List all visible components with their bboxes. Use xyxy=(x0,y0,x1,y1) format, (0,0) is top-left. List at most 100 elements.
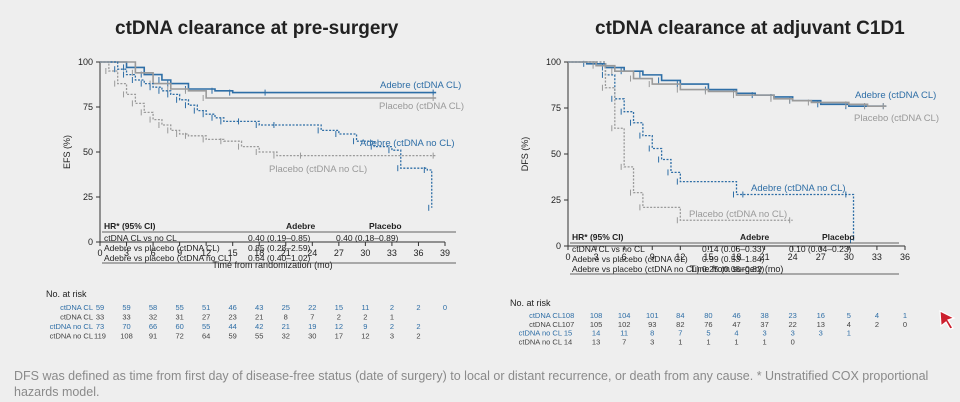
risk-table-value: 59 xyxy=(229,332,237,341)
risk-table-value: 1 xyxy=(390,313,394,322)
risk-table-value: 76 xyxy=(704,320,712,329)
risk-table-label: ctDNA CL xyxy=(529,311,562,320)
risk-table-value: 13 xyxy=(592,337,600,346)
x-axis-label: Time from surgery (mo) xyxy=(690,264,784,274)
x-tick-label: 27 xyxy=(334,248,344,258)
risk-table-value: 2 xyxy=(416,332,420,341)
risk-table-value: 19 xyxy=(308,322,316,331)
hr-table-cell: 0.25 (0.08–0.82) xyxy=(702,264,765,274)
hr-table-header: HR* (95% CI) xyxy=(104,221,156,231)
risk-table-value: 5 xyxy=(706,329,710,338)
risk-table-value: 11 xyxy=(620,329,628,338)
risk-table-value: 37 xyxy=(760,320,768,329)
hr-table-cell: 0.40 (0.18–0.89) xyxy=(336,233,399,243)
series-label: Adebre (ctDNA CL) xyxy=(380,80,461,91)
risk-table-title: No. at risk xyxy=(46,289,87,299)
risk-table-value: 2 xyxy=(390,322,394,331)
risk-table-value: 55 xyxy=(175,303,183,312)
series-label: Placebo (ctDNA no CL) xyxy=(269,164,367,175)
hr-table-cell: Adebre vs placebo (ctDNA CL) xyxy=(104,243,220,253)
risk-table-value: 25 xyxy=(282,303,290,312)
risk-table-value: 101 xyxy=(646,311,659,320)
risk-table-value: 72 xyxy=(175,332,183,341)
risk-table-value: 30 xyxy=(308,332,316,341)
hr-table-cell: 0.64 (0.40–1.02) xyxy=(248,253,311,263)
risk-table-value: 107 xyxy=(562,320,575,329)
risk-table-value: 2 xyxy=(337,313,341,322)
risk-table-value: 4 xyxy=(875,311,879,320)
risk-table-value: 2 xyxy=(416,303,420,312)
risk-table-value: 47 xyxy=(732,320,740,329)
risk-table-value: 2 xyxy=(390,303,394,312)
x-tick-label: 36 xyxy=(900,252,910,262)
risk-table-value: 4 xyxy=(847,320,851,329)
y-tick-label: 0 xyxy=(88,237,93,247)
y-tick-label: 50 xyxy=(83,147,93,157)
risk-table-value: 2 xyxy=(875,320,879,329)
risk-table-value: 15 xyxy=(564,329,572,338)
risk-table-value: 46 xyxy=(732,311,740,320)
risk-table-value: 7 xyxy=(310,313,314,322)
x-tick-label: 27 xyxy=(816,252,826,262)
x-tick-label: 9 xyxy=(650,252,655,262)
x-tick-label: 15 xyxy=(703,252,713,262)
mouse-cursor-icon xyxy=(939,309,956,330)
risk-table-value: 59 xyxy=(96,303,104,312)
risk-table-value: 60 xyxy=(175,322,183,331)
hr-table-cell: 0.85 (0.28–2.59) xyxy=(248,243,311,253)
x-tick-label: 24 xyxy=(788,252,798,262)
risk-table-value: 46 xyxy=(229,303,237,312)
x-tick-label: 36 xyxy=(413,248,423,258)
x-tick-label: 15 xyxy=(228,248,238,258)
km-curve xyxy=(568,61,887,107)
risk-table-value: 91 xyxy=(149,332,157,341)
risk-table-value: 11 xyxy=(361,303,369,312)
risk-table-label: ctDNA no CL xyxy=(519,337,562,346)
hr-table-cell: 0.40 (0.19–0.85) xyxy=(248,233,311,243)
x-tick-label: 21 xyxy=(760,252,770,262)
risk-table-value: 43 xyxy=(255,303,263,312)
x-tick-label: 18 xyxy=(731,252,741,262)
risk-table-value: 105 xyxy=(590,320,603,329)
x-tick-label: 30 xyxy=(360,248,370,258)
km-curve xyxy=(568,61,793,221)
series-label: Placebo (ctDNA CL) xyxy=(379,101,464,112)
risk-table-value: 108 xyxy=(590,311,603,320)
x-tick-label: 39 xyxy=(440,248,450,258)
x-tick-label: 18 xyxy=(254,248,264,258)
risk-table-label: ctDNA no CL xyxy=(50,332,93,341)
risk-table-value: 8 xyxy=(650,329,654,338)
risk-table-value: 1 xyxy=(706,337,710,346)
risk-table-value: 14 xyxy=(592,329,600,338)
risk-table-value: 3 xyxy=(650,337,654,346)
risk-table-value: 21 xyxy=(282,322,290,331)
risk-table-value: 55 xyxy=(255,332,263,341)
km-curve xyxy=(100,61,433,208)
series-label: Adebre (ctDNA no CL) xyxy=(360,138,455,149)
km-curve xyxy=(568,61,887,107)
risk-table-value: 102 xyxy=(618,320,631,329)
risk-table-value: 2 xyxy=(416,322,420,331)
risk-table-value: 3 xyxy=(819,329,823,338)
risk-table-value: 22 xyxy=(308,303,316,312)
risk-table-value: 64 xyxy=(202,332,210,341)
risk-table-value: 23 xyxy=(788,311,796,320)
y-tick-label: 50 xyxy=(551,149,561,159)
risk-table-value: 42 xyxy=(255,322,263,331)
risk-table-value: 3 xyxy=(791,329,795,338)
y-tick-label: 100 xyxy=(78,57,93,67)
risk-table-value: 21 xyxy=(255,313,263,322)
hr-table-cell: Adebre vs placebo (ctDNA no CL) xyxy=(104,253,232,263)
hr-table-cell: 0.10 (0.04–0.23) xyxy=(789,244,852,254)
risk-table-value: 7 xyxy=(622,337,626,346)
x-tick-label: 12 xyxy=(675,252,685,262)
risk-table-value: 108 xyxy=(120,332,133,341)
risk-table-value: 16 xyxy=(817,311,825,320)
risk-table-value: 3 xyxy=(390,332,394,341)
chart-panel-adjuvant-c1d1: ctDNA clearance at adjuvant C1D1 0 25 50 75… xyxy=(480,0,960,360)
hr-table-cell: 0.14 (0.06–0.33) xyxy=(702,244,765,254)
hr-table-header: Adebre xyxy=(286,221,316,231)
x-tick-label: 21 xyxy=(281,248,291,258)
x-tick-label: 33 xyxy=(387,248,397,258)
